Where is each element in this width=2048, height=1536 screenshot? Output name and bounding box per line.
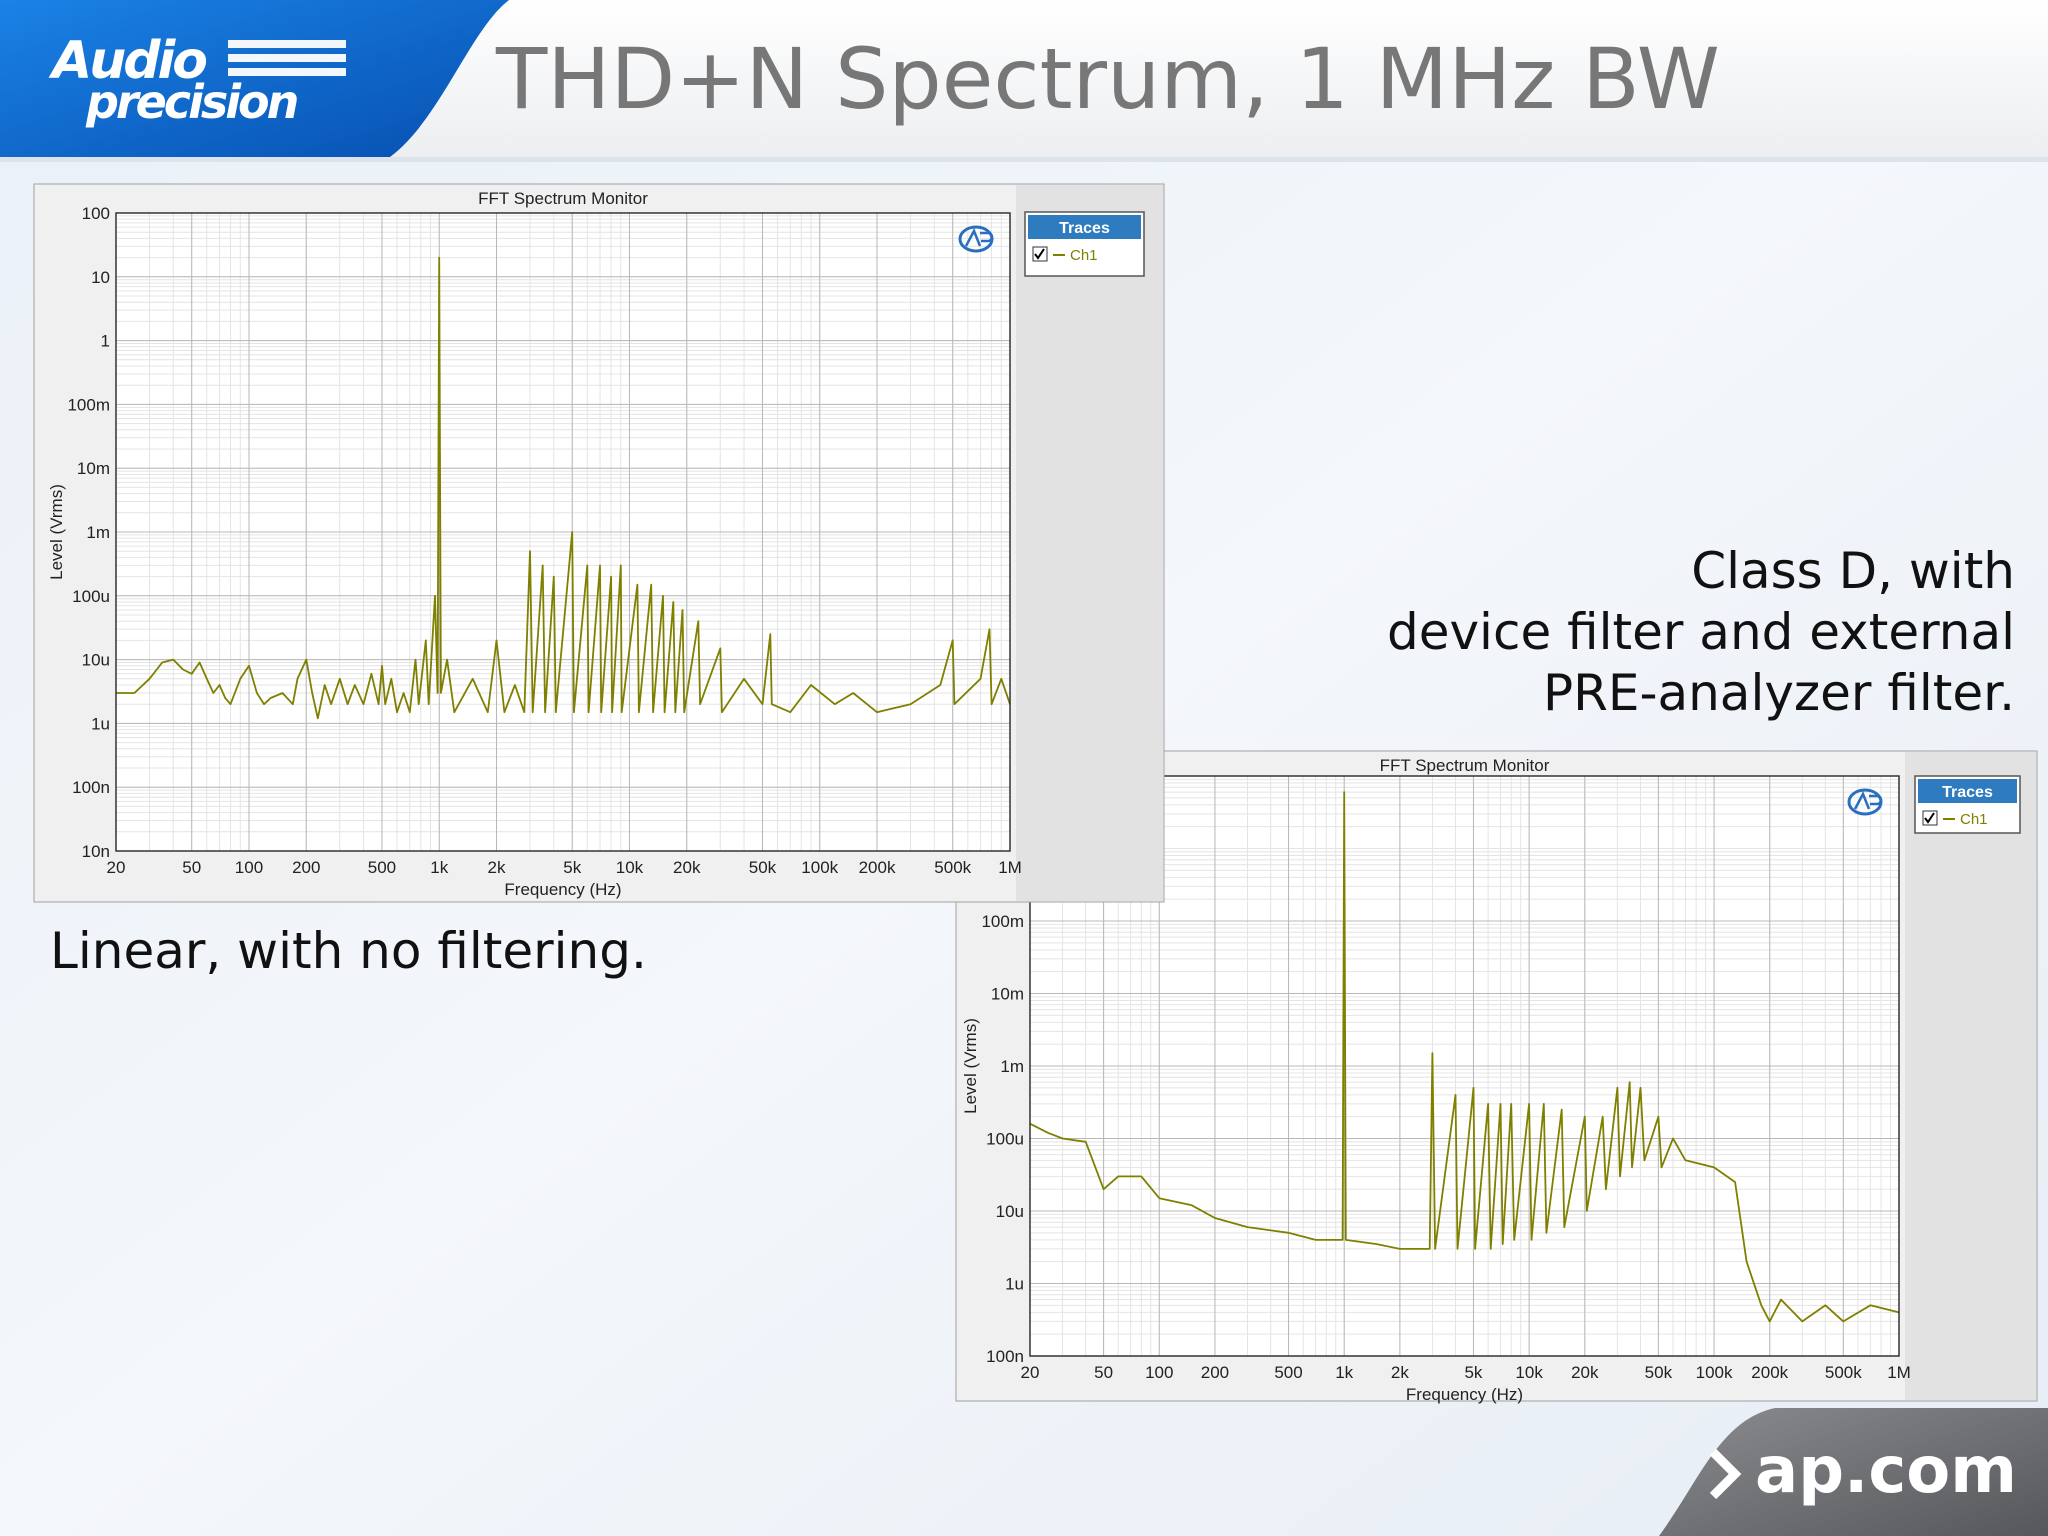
y-tick-label: 10u bbox=[82, 651, 110, 670]
y-tick-label: 1m bbox=[1000, 1057, 1024, 1076]
x-tick-label: 50k bbox=[1645, 1363, 1673, 1382]
legend-header bbox=[1918, 779, 2017, 803]
caption: Class D, with bbox=[1691, 542, 2015, 600]
y-tick-label: 1u bbox=[91, 714, 110, 733]
chart-title: FFT Spectrum Monitor bbox=[1380, 756, 1550, 775]
footer-background bbox=[1659, 1408, 2048, 1536]
ap-badge bbox=[1853, 791, 1883, 810]
y-tick-label: 10m bbox=[991, 985, 1024, 1004]
x-tick-label: 20 bbox=[1021, 1363, 1040, 1382]
x-tick-label: 2k bbox=[488, 858, 506, 877]
x-tick-label: 100 bbox=[1145, 1363, 1173, 1382]
caption: PRE-analyzer filter. bbox=[1543, 664, 2015, 722]
x-tick-label: 1k bbox=[430, 858, 448, 877]
footer-link[interactable]: ap.com bbox=[1755, 1434, 2017, 1508]
x-tick-label: 20 bbox=[107, 858, 126, 877]
x-tick-label: 200 bbox=[292, 858, 320, 877]
checkmark bbox=[1924, 812, 1935, 824]
y-axis-label: Level (Vrms) bbox=[961, 1018, 980, 1114]
x-tick-label: 50 bbox=[1094, 1363, 1113, 1382]
legend-area bbox=[1905, 752, 2036, 1400]
logo-background bbox=[0, 0, 509, 157]
x-tick-label: 5k bbox=[563, 858, 581, 877]
chart-panel: 20 50 100 200 500 1k 2k 5k 10k 20k 50k 100k 200k 500k… bbox=[33, 183, 1165, 903]
x-tick-label: 10k bbox=[616, 858, 644, 877]
x-tick-label: 500k bbox=[1825, 1363, 1862, 1382]
header-shadow bbox=[0, 157, 2048, 162]
trace bbox=[1029, 791, 1900, 1323]
plot-border bbox=[115, 212, 1011, 852]
trace bbox=[116, 256, 1011, 720]
plot-border bbox=[1029, 775, 1900, 1357]
x-tick-label: 2k bbox=[1391, 1363, 1409, 1382]
y-tick-label: 100 bbox=[82, 204, 110, 223]
x-tick-label: 100k bbox=[801, 858, 838, 877]
x-tick-label: 1M bbox=[1887, 1363, 1911, 1382]
x-tick-label: 200k bbox=[859, 858, 896, 877]
x-axis-label: Frequency (Hz) bbox=[504, 880, 621, 899]
y-tick-label: 100n bbox=[72, 778, 110, 797]
x-tick-label: 5k bbox=[1464, 1363, 1482, 1382]
y-tick-label: 100m bbox=[981, 912, 1024, 931]
x-tick-label: 20k bbox=[1571, 1363, 1599, 1382]
legend-title: Traces bbox=[1942, 784, 1993, 801]
x-tick-label: 50k bbox=[749, 858, 777, 877]
x-tick-label: 500 bbox=[1274, 1363, 1302, 1382]
x-tick-label: 1M bbox=[998, 858, 1022, 877]
logo-text: precision bbox=[85, 75, 298, 129]
y-tick-label: 100u bbox=[72, 587, 110, 606]
y-axis-label: Level (Vrms) bbox=[47, 484, 66, 580]
x-tick-label: 200 bbox=[1201, 1363, 1229, 1382]
legend-label: Ch1 bbox=[1070, 247, 1098, 264]
chart-title: FFT Spectrum Monitor bbox=[478, 189, 648, 208]
y-tick-label: 10 bbox=[91, 268, 110, 287]
y-tick-label: 100n bbox=[986, 1347, 1024, 1366]
ap-badge bbox=[964, 228, 994, 247]
legend-label: Ch1 bbox=[1960, 811, 1988, 828]
y-tick-label: 100m bbox=[67, 395, 110, 414]
logo-stripes bbox=[228, 40, 346, 76]
charts: 20 50 100 200 500 1k 2k 5k 10k 20k 50k 100k 200k 500k… bbox=[33, 183, 2038, 1404]
legend-header bbox=[1028, 215, 1141, 239]
x-tick-label: 20k bbox=[673, 858, 701, 877]
y-tick-label: 10m bbox=[77, 459, 110, 478]
legend-area bbox=[1016, 185, 1163, 901]
x-tick-label: 1k bbox=[1335, 1363, 1353, 1382]
x-tick-label: 10k bbox=[1515, 1363, 1543, 1382]
x-tick-label: 500k bbox=[934, 858, 971, 877]
checkmark bbox=[1034, 248, 1045, 260]
logo-text: Audio bbox=[48, 31, 206, 91]
y-tick-label: 1m bbox=[86, 523, 110, 542]
y-tick-label: 10n bbox=[82, 842, 110, 861]
slide-title: THD+N Spectrum, 1 MHz BW bbox=[495, 30, 1720, 128]
caption: Linear, with no filtering. bbox=[50, 922, 647, 980]
legend-title: Traces bbox=[1059, 220, 1110, 237]
x-tick-label: 100 bbox=[235, 858, 263, 877]
y-tick-label: 1 bbox=[101, 332, 110, 351]
x-tick-label: 100k bbox=[1696, 1363, 1733, 1382]
x-tick-label: 50 bbox=[182, 858, 201, 877]
x-tick-label: 500 bbox=[368, 858, 396, 877]
y-tick-label: 10u bbox=[996, 1202, 1024, 1221]
y-tick-label: 100u bbox=[986, 1130, 1024, 1149]
x-tick-label: 200k bbox=[1751, 1363, 1788, 1382]
y-tick-label: 1u bbox=[1005, 1275, 1024, 1294]
link-arrow bbox=[1709, 1448, 1742, 1500]
x-axis-label: Frequency (Hz) bbox=[1406, 1385, 1523, 1404]
caption: device filter and external bbox=[1387, 603, 2015, 661]
